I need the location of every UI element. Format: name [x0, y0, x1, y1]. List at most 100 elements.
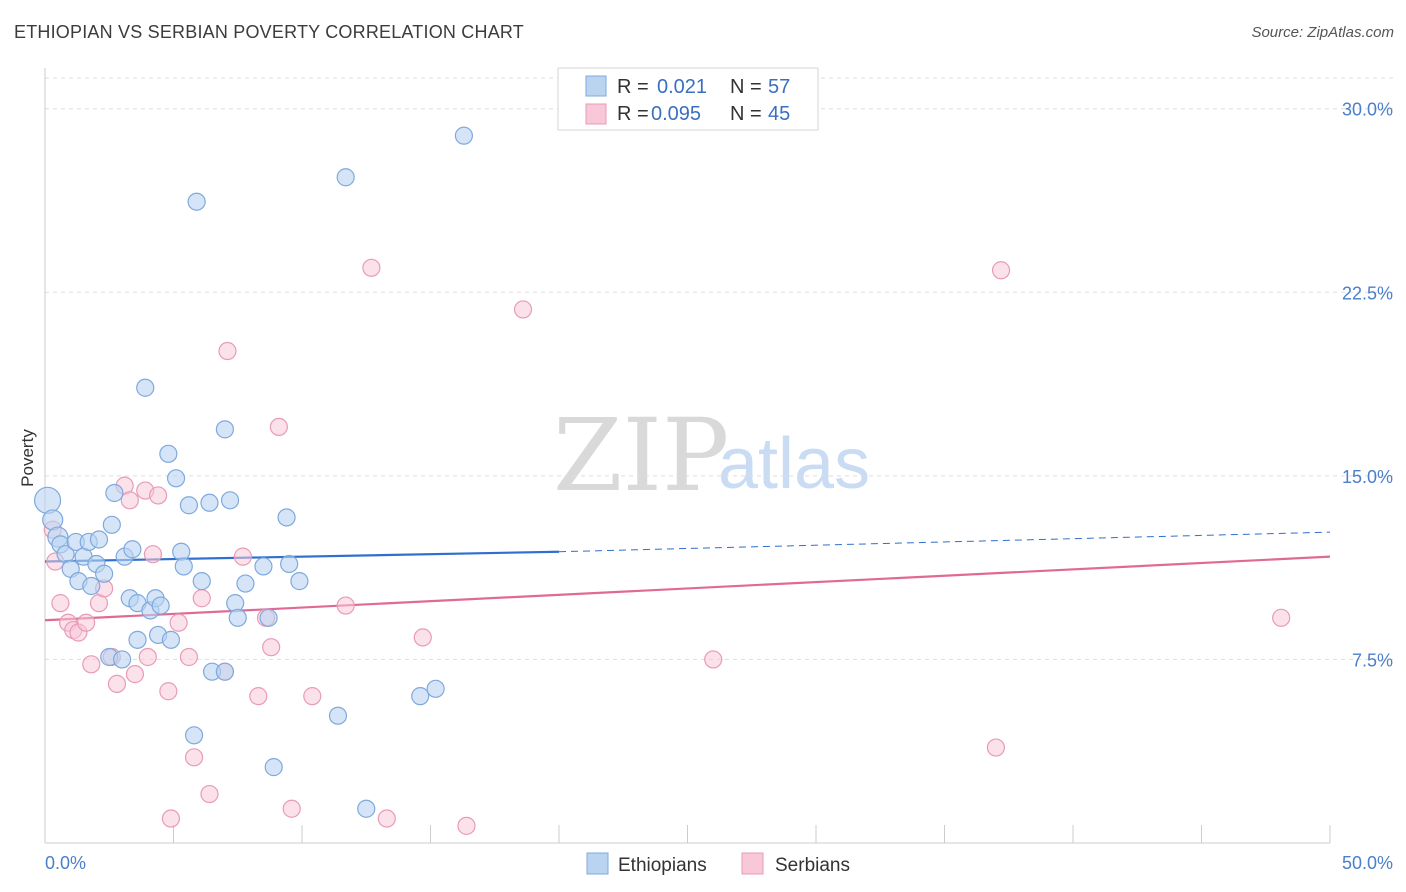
legend-r-value-2: 0.095	[651, 103, 701, 125]
ethiopians-point-47	[328, 706, 348, 725]
serbians-point-18	[148, 486, 168, 505]
ethiopians-point-45	[280, 554, 299, 574]
correlation-legend: R = 0.021 N = 57 R = 0.095 N = 45	[557, 67, 819, 131]
legend-n-label-2: N =	[730, 103, 762, 125]
serbians-points	[43, 258, 1291, 835]
serbians-point-24	[192, 589, 211, 608]
ethiopians-point-54	[112, 650, 132, 669]
ethiopians-point-43	[264, 758, 283, 777]
legend-r-label-1: R =	[617, 76, 649, 98]
serbians-point-17	[143, 545, 163, 564]
ethiopians-point-23	[151, 596, 170, 615]
ethiopians-points	[33, 126, 474, 818]
ethiopians-point-49	[357, 799, 376, 818]
serbians-point-42	[986, 738, 1006, 757]
ethiopians-point-25	[159, 444, 178, 463]
serbians-point-16	[138, 647, 157, 667]
bottom-legend-serbians: Serbians	[775, 855, 850, 876]
ethiopians-point-37	[220, 491, 240, 510]
ethiopians-point-51	[426, 679, 445, 698]
source-label: Source: ZipAtlas.com	[1251, 24, 1394, 41]
legend-n-label-1: N =	[730, 76, 762, 98]
serbians-point-6	[77, 613, 96, 632]
bottom-legend-ethiopians: Ethiopians	[618, 855, 707, 876]
serbians-point-7	[82, 655, 101, 674]
ethiopians-point-56	[184, 726, 204, 745]
serbians-point-33	[282, 799, 301, 818]
gridlines	[45, 77, 1393, 660]
serbians-point-39	[457, 816, 476, 835]
ethiopians-point-26	[161, 630, 181, 649]
bottom-swatch-serbians	[741, 852, 764, 875]
y-tick-label-3: 30.0%	[1342, 100, 1393, 120]
ethiopians-point-35	[215, 662, 234, 681]
ethiopians-point-15	[105, 483, 124, 503]
y-tick-label-0: 7.5%	[1352, 650, 1393, 670]
axes	[44, 68, 1331, 844]
y-tick-label-1: 15.0%	[1342, 467, 1393, 487]
serbians-point-38	[413, 628, 432, 647]
serbians-point-32	[269, 417, 288, 437]
legend-r-label-2: R =	[617, 103, 649, 125]
serbians-point-43	[991, 261, 1011, 280]
ethiopians-point-38	[226, 594, 245, 613]
y-tick-labels: 7.5% 15.0% 22.5% 30.0%	[1342, 100, 1393, 671]
ethiopians-point-46	[290, 572, 309, 591]
ethiopians-trend-extension	[558, 531, 1331, 553]
serbians-point-11	[107, 674, 127, 694]
legend-swatch-serbians	[585, 103, 607, 125]
serbians-point-19	[159, 682, 178, 701]
serbians-point-13	[120, 491, 139, 510]
ethiopians-point-20	[136, 378, 155, 397]
y-axis-label: Poverty	[18, 429, 37, 487]
serbians-point-34	[303, 687, 322, 706]
serbians-point-25	[200, 784, 219, 804]
ethiopians-point-39	[228, 608, 247, 627]
serbians-point-20	[161, 809, 181, 828]
serbians-point-28	[233, 547, 252, 566]
series-legend: Ethiopians Serbians	[586, 852, 850, 876]
ethiopians-point-36	[215, 420, 234, 439]
ethiopians-point-30	[179, 496, 199, 515]
serbians-point-23	[184, 748, 204, 767]
legend-swatch-ethiopians	[585, 75, 607, 97]
serbians-point-44	[1272, 608, 1291, 627]
x-tick-label-min: 0.0%	[45, 853, 86, 873]
ethiopians-point-33	[200, 493, 219, 512]
serbians-point-22	[179, 647, 199, 667]
serbians-point-2	[51, 594, 70, 613]
ethiopians-point-31	[187, 192, 206, 211]
ethiopians-point-12	[89, 530, 109, 549]
ethiopians-point-0	[33, 486, 62, 514]
ethiopians-point-18	[123, 540, 142, 559]
watermark-atlas: atlas	[718, 424, 870, 504]
serbians-point-29	[249, 687, 268, 706]
ethiopians-point-48	[336, 168, 355, 187]
ethiopians-point-32	[192, 572, 211, 591]
legend-r-value-1: 0.021	[657, 76, 707, 98]
bottom-swatch-ethiopians	[586, 852, 609, 875]
ethiopians-point-10	[82, 576, 101, 596]
serbians-point-40	[513, 300, 533, 319]
ethiopians-point-42	[259, 608, 278, 627]
ethiopians-point-44	[277, 508, 296, 527]
ethiopians-point-28	[172, 542, 191, 561]
watermark-zip: ZIP	[553, 397, 729, 514]
ethiopians-point-13	[95, 564, 114, 583]
chart-title: ETHIOPIAN VS SERBIAN POVERTY CORRELATION…	[14, 22, 524, 42]
serbians-point-37	[377, 809, 396, 828]
ethiopians-point-14	[102, 515, 121, 534]
serbians-point-41	[704, 650, 723, 669]
legend-n-value-1: 57	[768, 76, 790, 98]
legend-n-value-2: 45	[768, 103, 790, 125]
ethiopians-point-40	[236, 574, 255, 593]
ethiopians-point-50	[411, 687, 430, 706]
ethiopians-point-41	[254, 557, 273, 576]
ethiopians-point-52	[454, 126, 474, 145]
y-tick-label-2: 22.5%	[1342, 283, 1393, 303]
serbians-point-36	[362, 258, 381, 277]
ethiopians-point-55	[128, 630, 147, 649]
ethiopians-point-27	[166, 469, 186, 488]
serbians-point-14	[125, 665, 145, 684]
